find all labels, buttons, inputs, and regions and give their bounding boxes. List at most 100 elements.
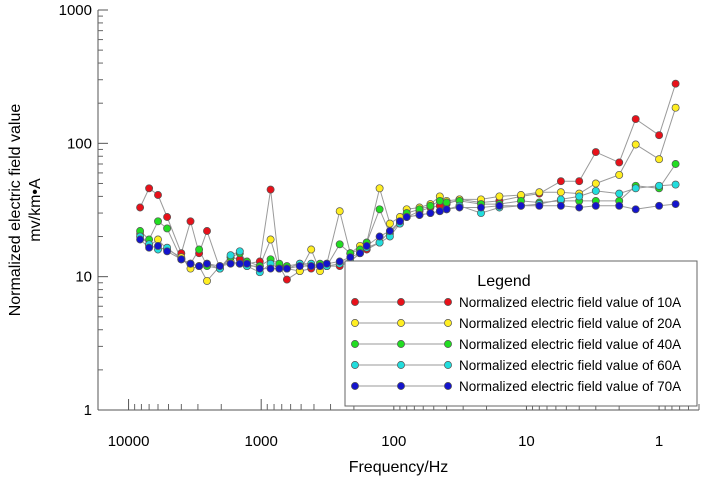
y-axis-title-line1: Normalized electric field value (7, 104, 24, 317)
data-point-s4 (226, 259, 235, 268)
legend-label-0: Normalized electric field value of 10A (459, 295, 681, 310)
data-point-s4 (655, 201, 664, 210)
data-point-s4 (163, 247, 172, 256)
data-point-s4 (535, 201, 544, 210)
data-point-s2 (375, 205, 384, 214)
data-point-s4 (356, 249, 364, 258)
x-tick-label: 10 (518, 433, 535, 450)
legend-label-3: Normalized electric field value of 60A (459, 358, 681, 373)
data-point-s2 (154, 217, 162, 226)
data-point-s3 (615, 189, 624, 198)
data-point-s4 (556, 201, 565, 210)
x-tick-label: 1000 (245, 433, 278, 450)
data-point-s1 (385, 219, 394, 228)
data-point-s4 (671, 200, 680, 209)
data-point-s1 (631, 140, 640, 149)
data-point-s4 (631, 205, 640, 214)
data-point-s0 (203, 227, 211, 235)
data-point-s0 (556, 177, 565, 186)
data-point-s4 (203, 259, 211, 268)
data-point-s2 (335, 240, 344, 249)
data-point-s1 (375, 184, 384, 193)
data-point-s1 (307, 245, 316, 254)
data-point-s3 (575, 192, 584, 201)
data-point-s4 (322, 259, 331, 268)
x-tick-label: 10000 (108, 433, 150, 450)
data-point-s3 (226, 251, 235, 260)
data-point-s0 (671, 79, 680, 88)
legend: Legend Normalized electric field value of… (344, 260, 698, 407)
legend-marker-0 (397, 298, 405, 306)
y-tick-label: 1 (84, 402, 92, 419)
data-point-s2 (163, 224, 172, 233)
data-point-s4 (243, 259, 251, 268)
data-point-s1 (335, 207, 344, 216)
data-point-s3 (591, 186, 600, 195)
legend-marker-2 (444, 340, 452, 348)
data-point-s2 (426, 201, 435, 210)
legend-marker-4 (351, 382, 359, 390)
data-point-s0 (145, 184, 154, 193)
legend-marker-3 (397, 361, 405, 369)
data-point-s0 (136, 203, 145, 212)
data-point-s4 (266, 264, 275, 273)
legend-marker-4 (444, 382, 452, 390)
data-point-s0 (266, 185, 275, 194)
legend-marker-0 (351, 298, 359, 306)
data-point-s0 (575, 177, 584, 186)
x-tick-label: 100 (381, 433, 406, 450)
series-markers (136, 79, 680, 285)
data-point-s1 (535, 188, 544, 197)
legend-marker-4 (397, 382, 405, 390)
data-point-s4 (316, 262, 324, 271)
data-point-s3 (631, 184, 640, 193)
y-tick-label: 100 (67, 135, 92, 152)
data-point-s4 (346, 253, 355, 262)
legend-label-2: Normalized electric field value of 40A (459, 337, 681, 352)
data-point-s4 (435, 207, 444, 216)
data-point-s4 (145, 243, 154, 252)
data-point-s4 (295, 262, 304, 271)
data-point-s4 (477, 203, 485, 212)
data-point-s4 (415, 211, 424, 219)
data-point-s3 (655, 181, 664, 190)
legend-label-4: Normalized electric field value of 70A (459, 379, 681, 394)
legend-box (344, 260, 698, 407)
legend-marker-1 (397, 319, 405, 327)
data-point-s0 (591, 148, 600, 157)
data-point-s4 (375, 232, 384, 241)
data-point-s1 (671, 103, 680, 112)
legend-marker-0 (444, 298, 452, 306)
data-point-s4 (335, 257, 344, 266)
data-point-s4 (385, 227, 394, 235)
data-point-s1 (556, 188, 565, 197)
data-point-s4 (575, 203, 584, 212)
data-point-s4 (215, 262, 224, 271)
data-point-s0 (163, 213, 172, 221)
data-point-s4 (186, 259, 195, 268)
data-point-s1 (495, 192, 504, 201)
data-point-s4 (136, 235, 145, 244)
legend-marker-3 (351, 361, 359, 369)
data-point-s4 (426, 209, 435, 218)
data-point-s0 (282, 275, 291, 284)
y-tick-label: 1000 (59, 2, 92, 19)
data-point-s4 (195, 262, 204, 271)
data-point-s1 (615, 170, 624, 179)
data-point-s4 (517, 201, 525, 210)
data-point-s4 (362, 241, 371, 250)
data-point-s0 (655, 131, 664, 140)
data-point-s4 (591, 201, 600, 210)
data-point-s4 (154, 241, 162, 250)
axes: 1 10 100 1000 10000 1000 100 10 1 Frequency/Hz Nor… (7, 2, 700, 476)
legend-label-1: Normalized electric field value of 20A (459, 316, 681, 331)
legend-marker-1 (444, 319, 452, 327)
data-point-s1 (203, 276, 211, 285)
data-point-s4 (615, 201, 624, 210)
data-point-s0 (186, 217, 195, 226)
data-point-s4 (442, 205, 451, 214)
data-point-s2 (671, 160, 680, 168)
legend-marker-3 (444, 361, 452, 369)
y-axis-title-line2: mv/km•A (27, 178, 44, 242)
